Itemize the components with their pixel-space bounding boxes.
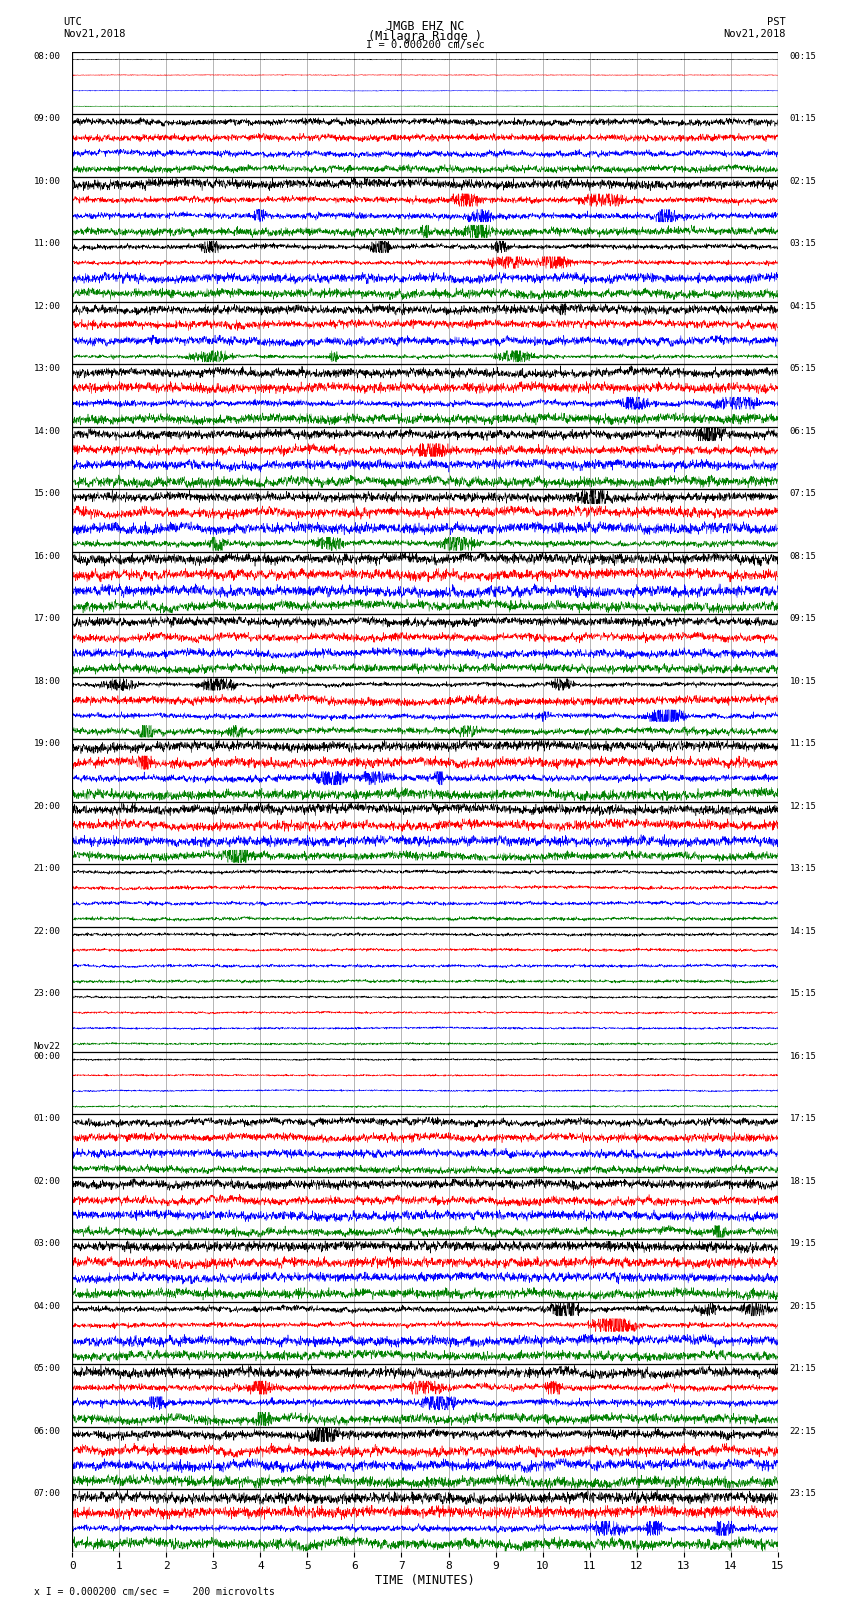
- Text: JMGB EHZ NC: JMGB EHZ NC: [386, 19, 464, 34]
- Text: 14:00: 14:00: [34, 427, 60, 436]
- Text: 22:00: 22:00: [34, 926, 60, 936]
- Text: I = 0.000200 cm/sec: I = 0.000200 cm/sec: [366, 39, 484, 50]
- Text: 17:15: 17:15: [790, 1115, 816, 1123]
- Text: 05:15: 05:15: [790, 365, 816, 373]
- Text: 06:00: 06:00: [34, 1426, 60, 1436]
- Text: Nov22: Nov22: [34, 1042, 60, 1052]
- Text: 21:00: 21:00: [34, 865, 60, 873]
- Text: PST
Nov21,2018: PST Nov21,2018: [723, 18, 786, 39]
- Text: 16:15: 16:15: [790, 1052, 816, 1061]
- Text: 00:15: 00:15: [790, 52, 816, 61]
- Text: 19:00: 19:00: [34, 739, 60, 748]
- Text: 13:00: 13:00: [34, 365, 60, 373]
- Text: 23:00: 23:00: [34, 989, 60, 998]
- Text: 13:15: 13:15: [790, 865, 816, 873]
- Text: 11:00: 11:00: [34, 239, 60, 248]
- Text: 08:00: 08:00: [34, 52, 60, 61]
- Text: 20:00: 20:00: [34, 802, 60, 811]
- Text: (Milagra Ridge ): (Milagra Ridge ): [368, 31, 482, 44]
- Text: 02:00: 02:00: [34, 1177, 60, 1186]
- Text: 10:15: 10:15: [790, 677, 816, 686]
- Text: 07:15: 07:15: [790, 489, 816, 498]
- Text: 04:00: 04:00: [34, 1302, 60, 1311]
- Text: UTC
Nov21,2018: UTC Nov21,2018: [64, 18, 127, 39]
- Text: 01:00: 01:00: [34, 1115, 60, 1123]
- Text: 14:15: 14:15: [790, 926, 816, 936]
- Text: 08:15: 08:15: [790, 552, 816, 561]
- Text: 07:00: 07:00: [34, 1489, 60, 1498]
- Text: 15:15: 15:15: [790, 989, 816, 998]
- Text: 12:15: 12:15: [790, 802, 816, 811]
- Text: 03:00: 03:00: [34, 1239, 60, 1248]
- Text: 01:15: 01:15: [790, 115, 816, 123]
- Text: 04:15: 04:15: [790, 302, 816, 311]
- Text: 18:15: 18:15: [790, 1177, 816, 1186]
- Text: 10:00: 10:00: [34, 177, 60, 185]
- Text: 06:15: 06:15: [790, 427, 816, 436]
- Text: 00:00: 00:00: [34, 1052, 60, 1061]
- Text: 22:15: 22:15: [790, 1426, 816, 1436]
- Text: 03:15: 03:15: [790, 239, 816, 248]
- Text: 09:15: 09:15: [790, 615, 816, 623]
- Text: 02:15: 02:15: [790, 177, 816, 185]
- Text: 18:00: 18:00: [34, 677, 60, 686]
- Text: 16:00: 16:00: [34, 552, 60, 561]
- Text: 15:00: 15:00: [34, 489, 60, 498]
- Text: 11:15: 11:15: [790, 739, 816, 748]
- Text: x I = 0.000200 cm/sec =    200 microvolts: x I = 0.000200 cm/sec = 200 microvolts: [34, 1587, 275, 1597]
- Text: 05:00: 05:00: [34, 1365, 60, 1373]
- Text: 17:00: 17:00: [34, 615, 60, 623]
- Text: 23:15: 23:15: [790, 1489, 816, 1498]
- Text: 20:15: 20:15: [790, 1302, 816, 1311]
- Text: 09:00: 09:00: [34, 115, 60, 123]
- Text: 12:00: 12:00: [34, 302, 60, 311]
- X-axis label: TIME (MINUTES): TIME (MINUTES): [375, 1574, 475, 1587]
- Text: 19:15: 19:15: [790, 1239, 816, 1248]
- Text: 21:15: 21:15: [790, 1365, 816, 1373]
